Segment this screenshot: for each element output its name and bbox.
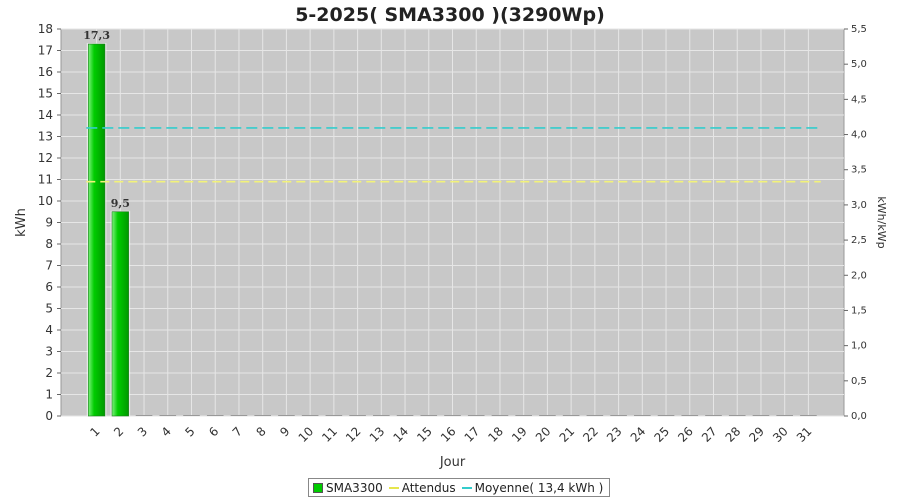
x-tick-label: 18: [485, 424, 506, 445]
y-tick-label: 9: [45, 216, 53, 230]
legend-item-moyenne: Moyenne( 13,4 kWh ): [461, 480, 604, 495]
x-tick-label: 25: [651, 424, 672, 445]
y2-tick-label: 0,5: [851, 376, 867, 387]
x-tick-label: 26: [675, 424, 696, 445]
x-tick-label: 8: [254, 424, 269, 439]
x-tick-label: 13: [367, 424, 388, 445]
y-tick-label: 11: [38, 173, 53, 187]
bar-value-label: 9,5: [111, 197, 130, 210]
legend-swatch-moyenne: [461, 486, 472, 489]
y-tick-label: 4: [45, 323, 53, 337]
bar-day-2: [111, 211, 129, 417]
y-axis-label: kWh: [14, 208, 29, 237]
x-tick-label: 29: [746, 424, 767, 445]
y-tick-label: 8: [45, 237, 53, 251]
y-tick-label: 10: [38, 194, 53, 208]
legend-item-attendus: Attendus: [388, 480, 456, 495]
chart: 01234567891011121314151617180,00,51,01,5…: [14, 22, 888, 470]
y-tick-label: 16: [38, 65, 53, 79]
x-tick-label: 21: [557, 424, 578, 445]
y-tick-label: 3: [45, 345, 53, 359]
x-tick-label: 7: [230, 424, 245, 439]
x-tick-label: 6: [206, 424, 221, 439]
legend-swatch-attendus: [388, 486, 399, 489]
y2-axis-label: kWh/kWp: [875, 196, 888, 248]
y2-tick-label: 2,5: [851, 235, 867, 246]
y-tick-label: 5: [45, 302, 53, 316]
y2-tick-label: 0,0: [851, 411, 867, 422]
y-tick-label: 1: [45, 388, 53, 402]
bar-value-label: 17,3: [83, 29, 110, 42]
y-tick-label: 7: [45, 259, 53, 273]
y-tick-label: 2: [45, 366, 53, 380]
chart-legend: SMA3300 Attendus Moyenne( 13,4 kWh ): [308, 478, 611, 497]
y2-tick-label: 1,0: [851, 341, 867, 352]
x-tick-label: 27: [699, 424, 720, 445]
y2-tick-label: 5,0: [851, 59, 867, 70]
legend-item-sma3300: SMA3300: [313, 481, 383, 495]
y2-tick-label: 3,5: [851, 165, 867, 176]
y2-tick-label: 4,0: [851, 130, 867, 141]
x-tick-label: 1: [87, 424, 102, 439]
y2-tick-label: 5,5: [851, 24, 867, 35]
x-tick-label: 17: [462, 424, 483, 445]
x-tick-label: 4: [159, 424, 174, 439]
x-tick-label: 12: [343, 424, 364, 445]
x-tick-label: 24: [628, 424, 649, 445]
x-tick-label: 23: [604, 424, 625, 445]
y-tick-label: 13: [38, 130, 53, 144]
x-tick-label: 11: [319, 424, 340, 445]
bar-day-1: [87, 43, 106, 417]
x-tick-label: 19: [509, 424, 530, 445]
y-tick-label: 12: [38, 151, 53, 165]
y-tick-label: 18: [38, 22, 53, 36]
y2-tick-label: 2,0: [851, 270, 867, 281]
y-tick-label: 14: [38, 108, 53, 122]
y-tick-label: 6: [45, 280, 53, 294]
legend-label-attendus: Attendus: [401, 480, 456, 495]
legend-label-sma3300: SMA3300: [326, 480, 383, 495]
x-tick-label: 10: [296, 424, 317, 445]
y-tick-label: 15: [38, 87, 53, 101]
x-axis-label: Jour: [439, 455, 466, 470]
legend-label-moyenne: Moyenne( 13,4 kWh ): [474, 480, 604, 495]
x-tick-label: 15: [414, 424, 435, 445]
x-tick-label: 22: [580, 424, 601, 445]
y-tick-label: 0: [45, 409, 53, 423]
legend-swatch-sma3300: [313, 482, 323, 493]
y2-tick-label: 4,5: [851, 94, 867, 105]
y-tick-label: 17: [38, 44, 53, 58]
x-tick-label: 2: [111, 424, 126, 439]
x-tick-label: 3: [135, 424, 150, 439]
x-tick-label: 16: [438, 424, 459, 445]
x-tick-label: 20: [533, 424, 554, 445]
chart-title: 5-2025( SMA3300 )(3290Wp): [295, 4, 605, 26]
x-tick-label: 31: [794, 424, 815, 445]
y2-tick-label: 1,5: [851, 305, 867, 316]
x-tick-label: 5: [182, 424, 197, 439]
y2-tick-label: 3,0: [851, 200, 867, 211]
x-tick-label: 9: [277, 424, 292, 439]
x-tick-label: 28: [723, 424, 744, 445]
x-tick-label: 30: [770, 424, 791, 445]
x-tick-label: 14: [390, 424, 411, 445]
